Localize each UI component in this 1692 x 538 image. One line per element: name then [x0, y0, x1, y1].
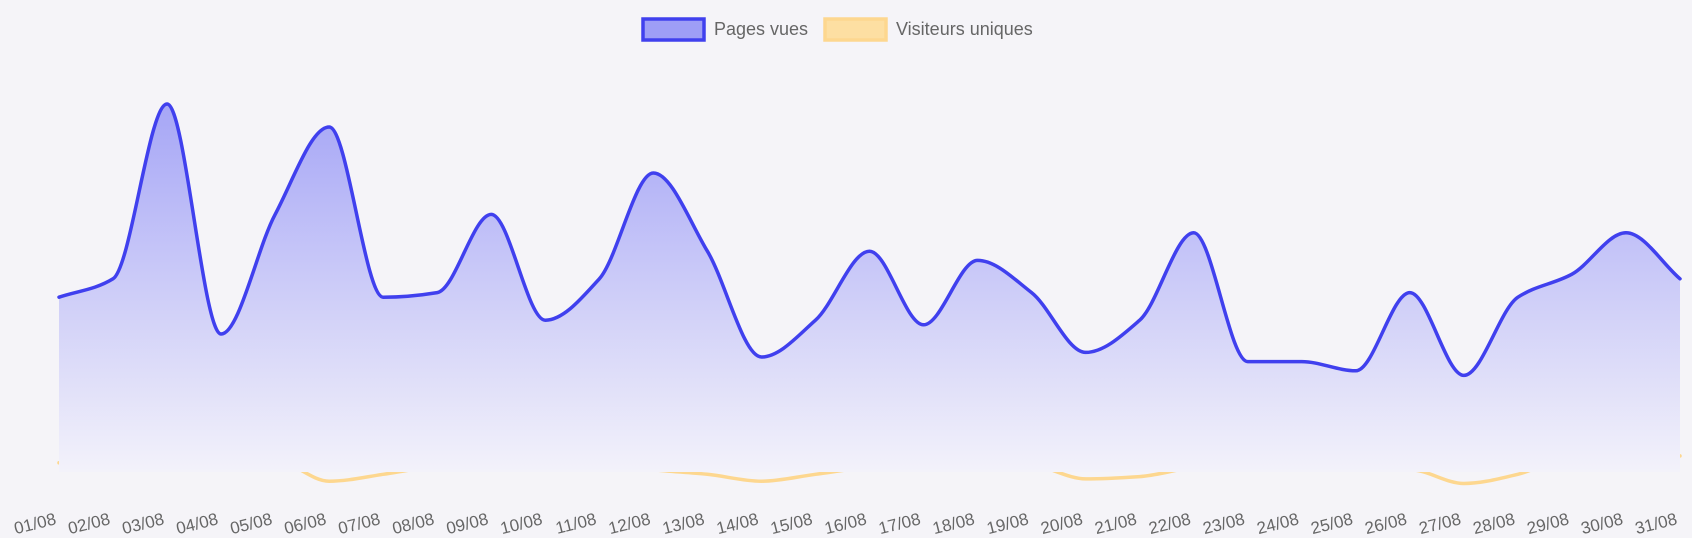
x-tick-label: 24/08	[1255, 509, 1301, 538]
x-tick-label: 23/08	[1201, 509, 1247, 538]
legend[interactable]: Pages vues Visiteurs uniques	[641, 17, 1033, 42]
x-tick-label: 08/08	[390, 509, 436, 538]
data-point-pages-vues[interactable]	[1134, 314, 1146, 326]
x-tick-label: 31/08	[1633, 509, 1679, 538]
x-tick-label: 13/08	[660, 509, 706, 538]
x-tick-label: 27/08	[1417, 509, 1463, 538]
data-point-pages-vues[interactable]	[269, 208, 281, 220]
data-point-pages-vues[interactable]	[809, 314, 821, 326]
x-tick-label: 29/08	[1525, 509, 1571, 538]
x-tick-label: 25/08	[1309, 509, 1355, 538]
x-tick-label: 21/08	[1093, 509, 1139, 538]
x-tick-label: 06/08	[282, 509, 328, 538]
data-point-pages-vues[interactable]	[1512, 291, 1524, 303]
x-tick-label: 28/08	[1471, 509, 1517, 538]
data-point-pages-vues[interactable]	[1620, 227, 1632, 239]
x-tick-label: 12/08	[606, 509, 652, 538]
data-point-visiteurs-uniques[interactable]	[1134, 471, 1146, 483]
x-tick-label: 02/08	[66, 509, 112, 538]
data-point-visiteurs-uniques[interactable]	[755, 475, 767, 487]
legend-swatch	[641, 17, 706, 42]
legend-label: Visiteurs uniques	[896, 19, 1033, 39]
data-point-pages-vues[interactable]	[539, 314, 551, 326]
x-tick-label: 20/08	[1039, 509, 1085, 538]
data-point-pages-vues[interactable]	[1026, 287, 1038, 299]
data-point-pages-vues[interactable]	[1566, 268, 1578, 280]
legend-item-pages-vues[interactable]: Pages vues	[641, 17, 808, 42]
data-point-pages-vues[interactable]	[107, 273, 119, 285]
data-point-pages-vues[interactable]	[1080, 346, 1092, 358]
data-point-pages-vues[interactable]	[755, 351, 767, 363]
data-point-pages-vues[interactable]	[1458, 369, 1470, 381]
data-point-pages-vues[interactable]	[1296, 356, 1308, 368]
x-tick-label: 14/08	[715, 509, 761, 538]
data-point-pages-vues[interactable]	[215, 328, 227, 340]
data-point-pages-vues[interactable]	[161, 98, 173, 110]
data-point-pages-vues[interactable]	[864, 245, 876, 257]
plot-area	[53, 98, 1686, 490]
x-tick-label: 16/08	[823, 509, 869, 538]
data-point-pages-vues[interactable]	[431, 287, 443, 299]
data-point-pages-vues[interactable]	[593, 273, 605, 285]
data-point-pages-vues[interactable]	[1404, 287, 1416, 299]
data-point-visiteurs-uniques[interactable]	[1458, 478, 1470, 490]
data-point-pages-vues[interactable]	[972, 254, 984, 266]
x-tick-label: 19/08	[985, 509, 1031, 538]
data-point-pages-vues[interactable]	[1350, 365, 1362, 377]
data-point-pages-vues[interactable]	[918, 319, 930, 331]
data-point-pages-vues[interactable]	[1674, 273, 1686, 285]
data-point-pages-vues[interactable]	[1188, 227, 1200, 239]
x-tick-label: 26/08	[1363, 509, 1409, 538]
data-point-visiteurs-uniques[interactable]	[323, 475, 335, 487]
x-tick-label: 17/08	[877, 509, 923, 538]
x-axis: 01/08 02/08 03/08 04/08 05/08 06/08 07/08 08/08…	[12, 509, 1679, 538]
x-tick-label: 01/08	[12, 509, 58, 538]
x-tick-label: 18/08	[931, 509, 977, 538]
data-point-visiteurs-uniques[interactable]	[1080, 473, 1092, 485]
x-tick-label: 03/08	[120, 509, 166, 538]
x-tick-label: 07/08	[336, 509, 382, 538]
x-tick-label: 09/08	[444, 509, 490, 538]
x-tick-label: 30/08	[1579, 509, 1625, 538]
data-point-pages-vues[interactable]	[701, 245, 713, 257]
legend-swatch	[823, 17, 888, 42]
data-point-pages-vues[interactable]	[1242, 356, 1254, 368]
data-point-pages-vues[interactable]	[53, 291, 65, 303]
data-point-pages-vues[interactable]	[647, 167, 659, 179]
data-point-pages-vues[interactable]	[323, 121, 335, 133]
x-tick-label: 05/08	[228, 509, 274, 538]
x-tick-label: 10/08	[498, 509, 544, 538]
x-tick-label: 11/08	[554, 509, 599, 537]
data-point-pages-vues[interactable]	[485, 208, 497, 220]
legend-label: Pages vues	[714, 19, 808, 39]
x-tick-label: 15/08	[769, 509, 815, 538]
series-line-pages-vues[interactable]	[57, 102, 1682, 378]
x-tick-label: 22/08	[1147, 509, 1193, 538]
x-tick-label: 04/08	[174, 509, 220, 538]
series-area-pages-vues	[59, 104, 1680, 472]
data-point-pages-vues[interactable]	[377, 291, 389, 303]
legend-item-visiteurs-uniques[interactable]: Visiteurs uniques	[823, 17, 1033, 42]
